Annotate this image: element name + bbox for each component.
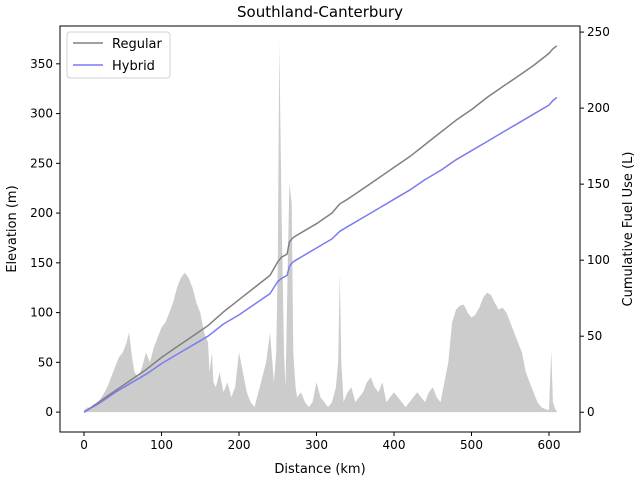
- y-tick-label: 100: [30, 306, 53, 320]
- y-tick-label: 250: [30, 156, 53, 170]
- y2-tick-label: 0: [587, 405, 595, 419]
- y2-tick-label: 200: [587, 101, 610, 115]
- elevation-area-layer: [84, 41, 557, 413]
- x-tick-label: 600: [538, 438, 561, 452]
- y-tick-label: 150: [30, 256, 53, 270]
- y-axis-label: Elevation (m): [5, 185, 20, 272]
- y-axis-left: 0 50 100 150 200 250 300 350: [30, 57, 60, 419]
- x-tick-label: 0: [80, 438, 88, 452]
- x-axis-label: Distance (km): [274, 462, 365, 477]
- chart-title: Southland-Canterbury: [237, 3, 403, 21]
- y-axis-right: 0 50 100 150 200 250: [580, 25, 610, 419]
- plot-frame: [59, 25, 581, 433]
- y2-tick-label: 150: [587, 177, 610, 191]
- series-line-regular: [83, 45, 558, 413]
- y2-axis-label: Cumulative Fuel Use (L): [621, 152, 636, 307]
- y2-tick-label: 250: [587, 25, 610, 39]
- legend: Regular Hybrid: [66, 31, 171, 79]
- y-tick-label: 200: [30, 206, 53, 220]
- legend-label-regular: Regular: [112, 37, 163, 52]
- elevation-area: [84, 41, 557, 413]
- y-tick-label: 0: [45, 405, 53, 419]
- y2-tick-label: 100: [587, 253, 610, 267]
- y-tick-label: 300: [30, 107, 53, 121]
- series-line-hybrid: [83, 96, 558, 413]
- y-tick-label: 350: [30, 57, 53, 71]
- y-tick-label: 50: [38, 355, 53, 369]
- legend-label-hybrid: Hybrid: [112, 59, 155, 74]
- x-tick-label: 100: [150, 438, 173, 452]
- x-tick-label: 500: [460, 438, 483, 452]
- x-tick-label: 200: [228, 438, 251, 452]
- x-tick-label: 300: [305, 438, 328, 452]
- fuel-lines-layer: [83, 45, 558, 413]
- x-axis: 0 100 200 300 400 500 600: [80, 432, 560, 452]
- x-tick-label: 400: [383, 438, 406, 452]
- y2-tick-label: 50: [587, 329, 602, 343]
